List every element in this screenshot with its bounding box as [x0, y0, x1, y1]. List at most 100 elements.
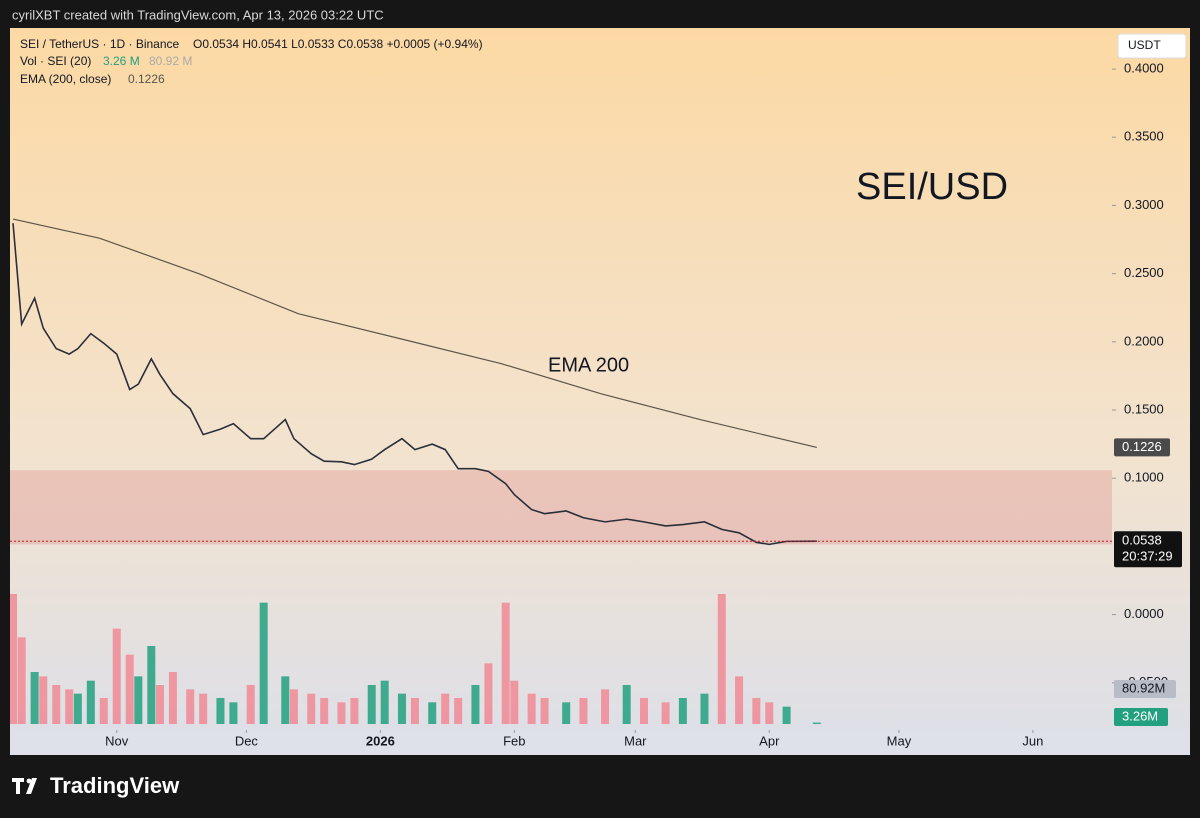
volume-bar: [717, 594, 726, 724]
volume-bar: [17, 637, 26, 724]
currency-button[interactable]: [1117, 33, 1187, 59]
x-tick-label: Apr: [759, 733, 780, 748]
volume-bar: [30, 672, 39, 724]
brand-logo: [12, 778, 37, 794]
volume-bar: [579, 698, 588, 724]
annotation: SEI/USD: [856, 166, 1008, 208]
volume-bar: [501, 602, 510, 724]
y-tick-label: 0.4000: [1124, 60, 1164, 75]
volume-bar: [112, 628, 121, 724]
volume-bar: [812, 722, 821, 724]
volume-bar: [337, 702, 346, 724]
volume-bar: [678, 698, 687, 724]
y-tick-label: 0.0000: [1124, 606, 1164, 621]
volume-bar: [147, 646, 156, 724]
time-axis: [10, 730, 1190, 755]
volume-bar: [510, 680, 519, 724]
x-tick-label: Mar: [624, 733, 647, 748]
volume-bar: [639, 698, 648, 724]
volume-bar: [39, 676, 48, 724]
volume-bar: [289, 689, 298, 724]
volume-bar: [397, 693, 406, 724]
volume-bar: [410, 698, 419, 724]
volume-bar: [10, 594, 18, 724]
volume-bar: [622, 685, 631, 724]
volume-bar: [86, 680, 95, 724]
volume-bar: [73, 693, 82, 724]
volume-bar: [155, 685, 164, 724]
volume-bar: [281, 676, 290, 724]
volume-bar: [428, 702, 437, 724]
volume-bar: [441, 693, 450, 724]
y-tick-label: 0.2500: [1124, 265, 1164, 280]
x-tick-label: Feb: [503, 733, 525, 748]
plot-area: [10, 218, 1112, 724]
x-tick-label: 2026: [366, 733, 395, 748]
volume-bar: [380, 680, 389, 724]
volume-bar: [125, 654, 134, 724]
volume-bar: [246, 685, 255, 724]
legend-symbol: SEI / TetherUS · 1D · Binance: [20, 37, 180, 51]
volume-bar: [700, 693, 709, 724]
volume-bar: [168, 672, 177, 724]
chart-panel: [10, 28, 1190, 755]
volume-bar: [259, 602, 268, 724]
credit: cyrilXBT created with TradingView.com, A…: [12, 7, 384, 22]
currency: USDT: [1128, 38, 1161, 52]
volume-ma-badge: [1114, 680, 1176, 698]
x-tick-label: Dec: [235, 733, 259, 748]
volume-bar: [216, 698, 225, 724]
volume-bar: [350, 698, 359, 724]
volume-bar: [562, 702, 571, 724]
volume-bar: [454, 698, 463, 724]
volume-bar: [134, 676, 143, 724]
volume-badge-label: 3.26M: [1122, 708, 1158, 723]
y-tick-label: 0.1500: [1124, 401, 1164, 416]
x-tick-label: May: [887, 733, 912, 748]
y-tick-label: 0.3500: [1124, 129, 1164, 144]
legend-ema: EMA (200, close): [20, 72, 111, 86]
legend-ema-value: 0.1226: [128, 72, 165, 86]
volume-bar: [782, 706, 791, 724]
x-tick-label: Nov: [105, 733, 129, 748]
volume-bar: [186, 689, 195, 724]
volume-bar: [471, 685, 480, 724]
volume-bar: [527, 693, 536, 724]
price-line: [12, 223, 817, 546]
volume-bar: [65, 689, 74, 724]
volume-bar: [229, 702, 238, 724]
ema-line: [12, 218, 817, 448]
y-tick-label: 0.3000: [1124, 197, 1164, 212]
volume-bar: [752, 698, 761, 724]
volume-ma-badge-label: 80.92M: [1122, 680, 1165, 695]
legend-volume-ma: 80.92 M: [149, 54, 192, 68]
legend-ohlc: O0.0534 H0.0541 L0.0533 C0.0538 +0.0005 …: [193, 37, 483, 51]
volume-bar: [199, 693, 208, 724]
volume-bar: [99, 698, 108, 724]
volume-bar: [540, 698, 549, 724]
volume-bar: [601, 689, 610, 724]
y-tick-label: 0.1000: [1124, 470, 1164, 485]
legend-volume-value: 3.26 M: [103, 54, 140, 68]
price-badge-label: 0.0538: [1122, 533, 1162, 548]
volume-bar: [52, 685, 61, 724]
legend-volume: Vol · SEI (20): [20, 54, 91, 68]
x-tick-label: Jun: [1022, 733, 1043, 748]
price-badge: [1114, 531, 1182, 568]
plot: [10, 218, 1112, 724]
countdown: 20:37:29: [1122, 549, 1173, 564]
volume-bar: [320, 698, 329, 724]
brand: TradingView: [50, 773, 180, 798]
volume-bar: [765, 702, 774, 724]
volume-bar: [484, 663, 493, 724]
volume-bar: [367, 685, 376, 724]
volume-bar: [735, 676, 744, 724]
support-zone: [10, 470, 1112, 545]
volume-bar: [307, 693, 316, 724]
volume-badge: [1114, 708, 1168, 726]
y-tick-label: 0.2000: [1124, 333, 1164, 348]
annotation: EMA 200: [548, 354, 629, 376]
ema-badge-label: 0.1226: [1122, 439, 1162, 454]
